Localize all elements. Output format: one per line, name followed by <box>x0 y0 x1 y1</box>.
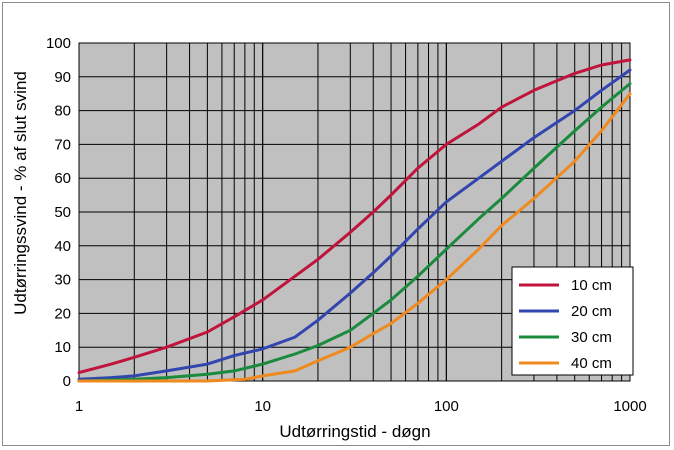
y-tick-label: 90 <box>54 69 71 86</box>
x-tick-label: 100 <box>434 398 459 415</box>
chart-frame: 0 10 20 30 40 50 60 70 80 90 100 1 10 100 1000 Udtørr… <box>2 2 670 446</box>
series-line-20-cm <box>77 68 632 381</box>
y-tick-label: 40 <box>54 238 71 255</box>
x-tick-label: 10 <box>254 398 271 415</box>
y-tick-label: 0 <box>63 373 71 390</box>
x-tick-label: 1 <box>75 398 83 415</box>
y-tick-label: 70 <box>54 136 71 153</box>
legend-label: 40 cm <box>571 355 612 372</box>
x-tick-label: 1000 <box>613 398 646 415</box>
series-line-10-cm <box>77 58 632 375</box>
legend-label: 30 cm <box>571 329 612 346</box>
y-tick-label: 100 <box>46 35 71 52</box>
y-axis-label: Udtørringssvind - % af slut svind <box>11 71 30 315</box>
y-tick-label: 30 <box>54 272 71 289</box>
y-tick-label: 80 <box>54 103 71 120</box>
x-axis-label: Udtørringstid - døgn <box>279 422 430 441</box>
y-tick-label: 50 <box>54 204 71 221</box>
legend-label: 10 cm <box>571 277 612 294</box>
y-tick-label: 10 <box>54 339 71 356</box>
legend: 10 cm 20 cm 30 cm 40 cm <box>511 266 634 376</box>
y-tick-label: 20 <box>54 305 71 322</box>
series-line-40-cm <box>77 92 632 383</box>
series-line-30-cm <box>77 82 632 383</box>
y-tick-label: 60 <box>54 170 71 187</box>
legend-label: 20 cm <box>571 303 612 320</box>
